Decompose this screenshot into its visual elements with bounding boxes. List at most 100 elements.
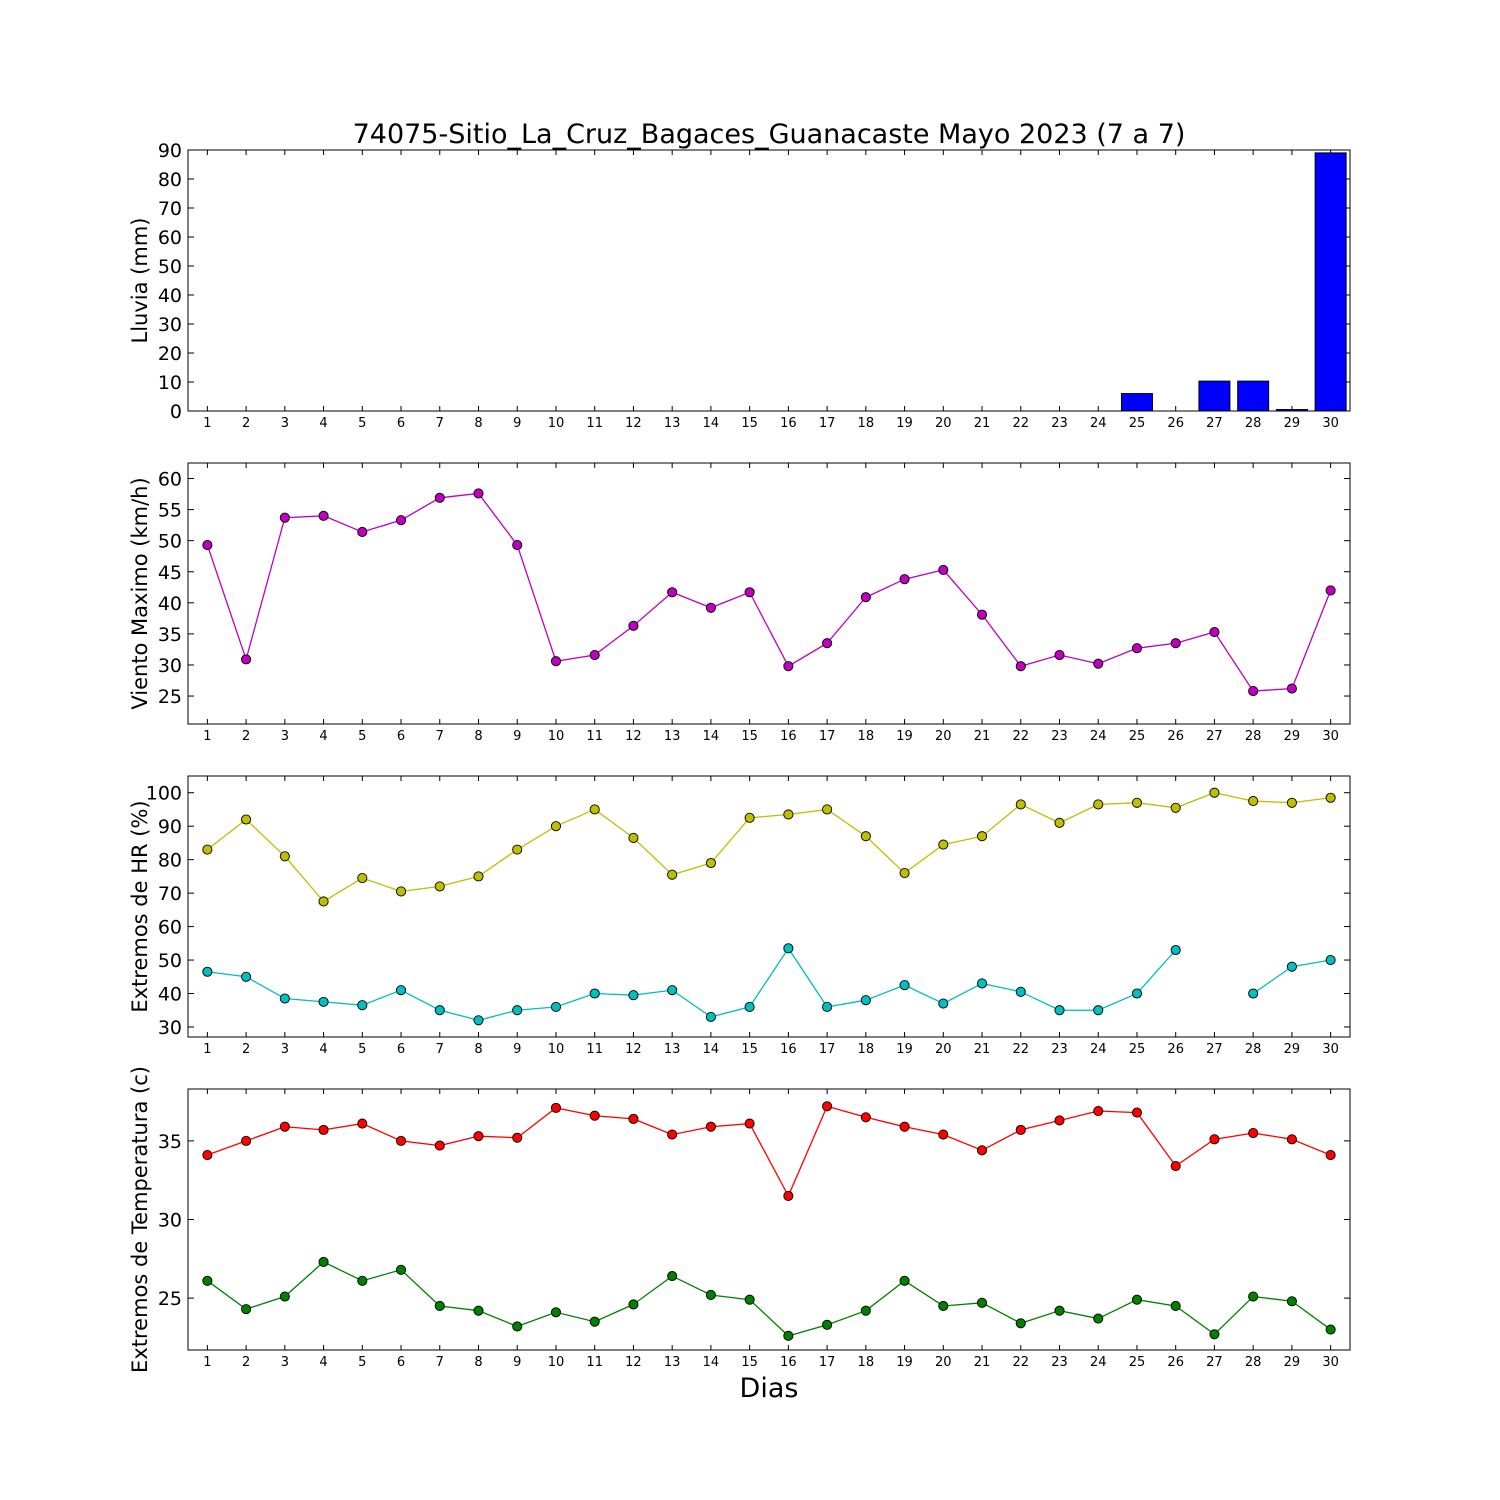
x-tick-label: 29: [1284, 416, 1301, 431]
x-tick-label: 13: [664, 1355, 681, 1370]
data-point: [1209, 1329, 1220, 1340]
x-tick-label: 7: [436, 1042, 444, 1057]
data-point: [1015, 799, 1026, 810]
data-point: [1015, 661, 1026, 672]
data-point: [550, 1001, 562, 1012]
data-point: [279, 851, 290, 862]
data-point: [783, 809, 794, 820]
data-point: [1209, 787, 1220, 798]
x-tick-label: 20: [935, 1042, 952, 1057]
y-tick-label: 20: [158, 343, 182, 365]
x-tick-label: 17: [819, 1042, 836, 1057]
x-tick-label: 27: [1206, 416, 1223, 431]
x-tick-label: 9: [513, 1355, 521, 1370]
data-point: [318, 1124, 329, 1135]
data-point: [899, 867, 910, 879]
y-tick-label: 60: [158, 469, 182, 491]
data-point: [434, 1300, 445, 1312]
data-point: [705, 857, 716, 869]
x-tick-label: 3: [281, 416, 289, 431]
x-tick-label: 20: [935, 416, 952, 431]
x-tick-label: 10: [548, 729, 565, 744]
data-point: [938, 564, 949, 575]
y-tick-label: 80: [158, 850, 182, 872]
x-tick-label: 12: [625, 1355, 642, 1370]
x-tick-label: 24: [1090, 1355, 1107, 1370]
data-point: [976, 978, 988, 989]
x-tick-label: 12: [625, 1042, 642, 1057]
x-tick-label: 19: [896, 1355, 913, 1370]
data-point: [822, 1001, 833, 1012]
data-point: [667, 1271, 678, 1282]
x-tick-label: 30: [1322, 729, 1339, 744]
x-tick-label: 26: [1167, 416, 1184, 431]
x-tick-label: 22: [1012, 1042, 1029, 1057]
x-tick-label: 1: [203, 416, 211, 431]
x-tick-label: 2: [242, 729, 250, 744]
data-point: [860, 995, 871, 1006]
data-point: [899, 980, 910, 991]
x-tick-label: 21: [974, 416, 991, 431]
data-point: [395, 1135, 407, 1146]
x-tick-label: 1: [203, 1355, 211, 1370]
x-tick-label: 2: [242, 1042, 250, 1057]
plot-frame: [187, 462, 1351, 725]
data-point: [628, 832, 639, 843]
x-tick-label: 15: [741, 1355, 758, 1370]
data-point: [473, 1131, 484, 1142]
x-tick-label: 8: [474, 729, 482, 744]
x-tick-label: 18: [858, 1355, 875, 1370]
x-tick-label: 16: [780, 1042, 797, 1057]
data-point: [550, 1307, 562, 1318]
data-point: [1131, 643, 1143, 654]
x-tick-label: 30: [1322, 1355, 1339, 1370]
x-tick-label: 16: [780, 729, 797, 744]
data-point: [822, 804, 833, 815]
bar: [1198, 380, 1231, 412]
x-tick-label: 7: [436, 729, 444, 744]
x-tick-label: 13: [664, 729, 681, 744]
data-point: [357, 1118, 368, 1129]
x-tick-label: 8: [474, 1042, 482, 1057]
data-point: [899, 1275, 910, 1286]
data-point: [899, 1121, 910, 1132]
data-point: [357, 1275, 368, 1286]
data-point: [1248, 1127, 1259, 1139]
x-tick-label: 6: [397, 1042, 405, 1057]
data-point: [1286, 1296, 1297, 1307]
data-point: [279, 512, 290, 523]
x-tick-label: 5: [358, 1355, 366, 1370]
x-tick-label: 24: [1090, 729, 1107, 744]
plot-frame: [187, 149, 1351, 412]
data-point: [976, 609, 988, 620]
x-tick-label: 18: [858, 1042, 875, 1057]
data-point: [783, 661, 794, 672]
y-tick-label: 30: [158, 314, 182, 336]
data-point: [976, 1145, 988, 1156]
x-tick-label: 9: [513, 416, 521, 431]
data-point: [318, 510, 329, 521]
data-point: [1170, 1160, 1181, 1172]
x-tick-label: 8: [474, 1355, 482, 1370]
data-point: [434, 492, 445, 503]
x-tick-label: 27: [1206, 1042, 1223, 1057]
data-point: [783, 943, 794, 954]
x-tick-label: 29: [1284, 1042, 1301, 1057]
x-tick-label: 4: [319, 1355, 327, 1370]
data-point: [202, 539, 213, 551]
x-tick-label: 14: [703, 729, 720, 744]
x-tick-label: 3: [281, 1042, 289, 1057]
x-tick-label: 22: [1012, 416, 1029, 431]
data-point: [1248, 796, 1259, 807]
data-point: [241, 654, 252, 665]
x-tick-label: 2: [242, 416, 250, 431]
data-point: [202, 966, 213, 977]
data-point: [628, 620, 639, 631]
x-tick-label: 7: [436, 1355, 444, 1370]
x-tick-label: 22: [1012, 1355, 1029, 1370]
data-point: [938, 998, 949, 1009]
data-point: [744, 1118, 755, 1129]
data-point: [1093, 799, 1104, 810]
